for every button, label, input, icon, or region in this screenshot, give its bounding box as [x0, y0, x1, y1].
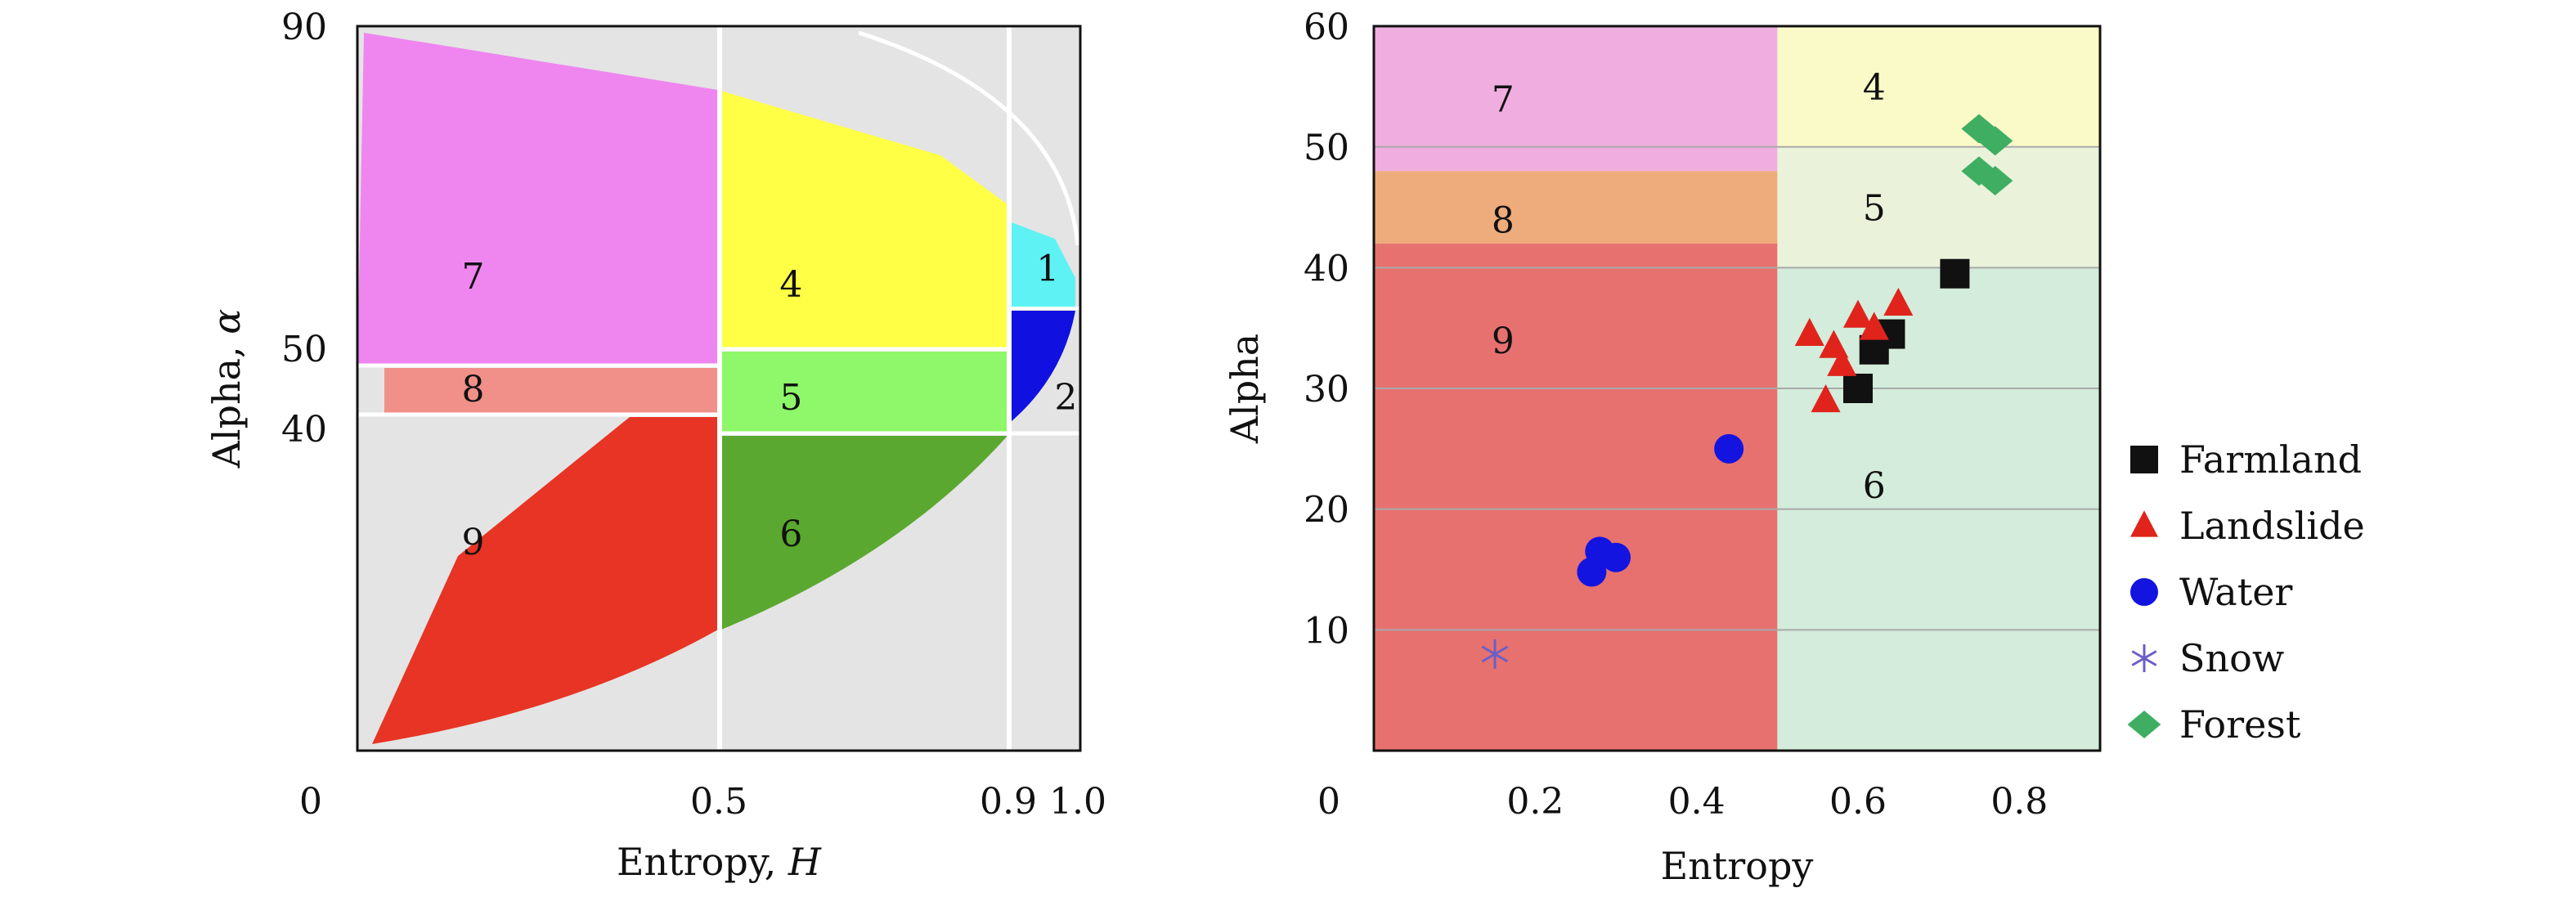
farmland-point: [1859, 334, 1889, 365]
right-x-tick-label: 0.2: [1506, 781, 1564, 823]
landslide-point: [1794, 317, 1824, 346]
legend-landslide-marker: [2130, 510, 2158, 537]
legend-snow-label: Snow: [2179, 636, 2284, 680]
right-x-tick-label: 0.8: [1990, 781, 2048, 823]
left-x-tick-label: 0.5: [690, 781, 747, 823]
zone-8-label: 8: [461, 369, 484, 410]
right-y-tick-label: 40: [1304, 248, 1349, 289]
left-plot-frame: [356, 25, 1082, 752]
landslide-point: [1883, 287, 1914, 316]
water-point: [1577, 557, 1607, 587]
legend-farmland-label: Farmland: [2179, 437, 2362, 482]
left-y-axis-label: Alpha, α: [204, 309, 249, 469]
farmland-point: [1843, 374, 1873, 403]
right-gridlines: [1374, 146, 2100, 631]
legend-forest-label: Forest: [2179, 702, 2301, 747]
left-x-ticks: 0 0.5 0.9 1.0: [299, 781, 1106, 823]
legend: Farmland Landslide Water Snow Forest: [2127, 437, 2365, 747]
left-x-tick-label: 1.0: [1049, 781, 1106, 823]
left-y-tick-label: 50: [281, 329, 327, 370]
zone-5-label: 5: [779, 377, 802, 419]
region-7: [1374, 26, 1779, 172]
right-y-tick-label: 30: [1304, 369, 1349, 410]
snow-point: [1481, 639, 1509, 669]
zone-4-label: 4: [779, 264, 802, 306]
region-4-label: 4: [1863, 67, 1886, 109]
legend-snow-marker: [2131, 644, 2157, 672]
legend-snow-marker-stroke: [2131, 650, 2157, 666]
zone-9-region: [372, 417, 718, 744]
zone-4-region: [718, 90, 1008, 348]
left-x-tick-label: 0.9: [980, 781, 1037, 823]
right-data-points: [1481, 114, 2013, 669]
water-point: [1601, 542, 1631, 572]
legend-water-label: Water: [2179, 570, 2292, 614]
farmland-point: [1940, 258, 1970, 289]
right-x-ticks: 0 0.2 0.4 0.6 0.8: [1317, 781, 2048, 823]
landslide-point: [1843, 299, 1873, 328]
zone-1-label: 1: [1036, 248, 1059, 289]
right-x-tick-label: 0: [1317, 781, 1340, 823]
landslide-point: [1859, 312, 1889, 340]
zone-8-region: [384, 368, 718, 413]
region-5-label: 5: [1863, 188, 1886, 230]
left-x-axis-label: Entropy, H: [617, 840, 822, 884]
right-y-axis-label: Alpha: [1223, 334, 1267, 444]
zone-6-label: 6: [779, 514, 802, 555]
zone-6-region: [721, 436, 1008, 630]
zone-1-region: [1012, 222, 1075, 307]
zone-7-region: [357, 33, 718, 364]
right-plot-frame: [1372, 25, 2102, 752]
zone-9-label: 9: [461, 522, 484, 563]
legend-farmland-marker: [2130, 446, 2158, 473]
forest-point: [1977, 126, 2013, 156]
right-y-tick-label: 50: [1304, 128, 1349, 169]
right-y-ticks: 10 20 30 40 50 60: [1304, 7, 1349, 652]
boundary-arc: [858, 30, 1080, 246]
right-y-tick-label: 10: [1304, 610, 1349, 652]
left-y-ticks: 40 50 90: [281, 7, 327, 451]
right-y-tick-label: 20: [1304, 490, 1349, 531]
zone-2-region: [1012, 311, 1075, 421]
water-point: [1714, 433, 1744, 464]
legend-forest-marker: [2127, 711, 2161, 738]
landslide-point: [1811, 383, 1841, 413]
region-7-label: 7: [1492, 79, 1515, 121]
forest-point: [1977, 166, 2013, 196]
region-9: [1374, 243, 1779, 751]
left-y-tick-label: 90: [281, 7, 327, 48]
right-y-tick-label: 60: [1304, 7, 1349, 48]
region-5: [1777, 146, 2100, 268]
region-8: [1374, 171, 1779, 244]
region-6-label: 6: [1863, 465, 1886, 507]
entropy-alpha-scatter-chart: 7 8 9 4 5 6 0 0.2 0.4 0.6 0.8 10 20 30 40 50 60 Entrop…: [1223, 7, 2365, 888]
h-alpha-plane-chart: 1 2 4 5 6 7 8 9 0 0.5 0.9 1.0 40 50 90 Entropy, H Al…: [204, 7, 1106, 884]
legend-landslide-label: Landslide: [2179, 504, 2365, 548]
left-zone-labels: 1 2 4 5 6 7 8 9: [461, 248, 1077, 563]
legend-water-marker: [2130, 578, 2158, 606]
left-x-tick-label: 0: [299, 781, 322, 823]
zone-7-label: 7: [461, 256, 484, 298]
landslide-point: [1827, 348, 1857, 376]
left-y-tick-label: 40: [281, 409, 327, 451]
region-8-label: 8: [1492, 200, 1515, 241]
snow-point-stroke: [1481, 645, 1509, 663]
region-9-label: 9: [1492, 321, 1515, 362]
zone-5-region: [721, 352, 1008, 432]
right-x-axis-label: Entropy: [1661, 844, 1814, 888]
region-4: [1777, 26, 2100, 147]
zone-2-label: 2: [1054, 377, 1077, 419]
right-x-tick-label: 0.6: [1829, 781, 1887, 823]
right-region-labels: 7 8 9 4 5 6: [1492, 67, 1886, 507]
right-x-tick-label: 0.4: [1668, 781, 1726, 823]
